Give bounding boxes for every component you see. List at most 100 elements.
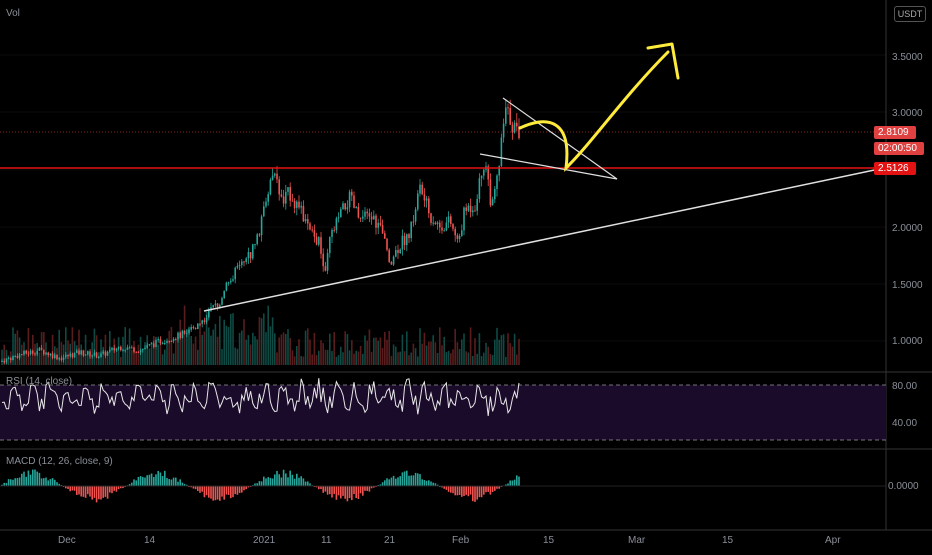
candle-body <box>269 179 272 195</box>
volume-bar <box>476 353 478 365</box>
price-pane-bg <box>0 0 886 372</box>
wedge-upper-line[interactable] <box>502 97 618 180</box>
candle-body <box>84 354 87 356</box>
volume-bar <box>205 311 208 365</box>
volume-bar <box>146 335 148 365</box>
macd-bar <box>73 486 76 491</box>
volume-bar <box>179 319 181 365</box>
volume-bar <box>513 333 516 365</box>
macd-bar <box>456 486 459 496</box>
projection-arrow[interactable] <box>518 50 670 173</box>
macd-bar <box>142 476 144 486</box>
candle-body <box>337 217 340 219</box>
candle-body <box>188 329 190 333</box>
macd-bar <box>335 486 338 500</box>
volume-bar <box>408 355 410 365</box>
candle-body <box>227 282 230 284</box>
volume-bar <box>221 348 223 365</box>
candle-body <box>401 235 404 250</box>
candle-body <box>502 123 505 138</box>
price-tick: 2.0000 <box>892 223 923 234</box>
macd-bar <box>36 471 38 486</box>
macd-bar <box>359 486 362 494</box>
volume-bar <box>7 355 10 365</box>
level-price-badge: 2.5126 <box>874 162 916 175</box>
candle-body <box>265 201 267 207</box>
currency-button[interactable]: USDT <box>894 6 926 22</box>
macd-bar <box>175 477 177 486</box>
volume-bar <box>282 332 285 365</box>
volume-bar <box>430 341 432 365</box>
candle-body <box>408 234 410 239</box>
macd-bar <box>434 483 437 486</box>
candle-body <box>194 327 197 329</box>
candle-body <box>425 198 428 201</box>
macd-bar <box>223 486 225 500</box>
candle-body <box>1 360 3 362</box>
volume-bar <box>230 313 232 365</box>
macd-bar <box>414 472 417 486</box>
candle-body <box>155 339 157 348</box>
macd-bar <box>100 486 102 500</box>
candle-body <box>135 351 137 353</box>
candle-body <box>183 331 186 334</box>
volume-bar <box>329 333 331 365</box>
volume-bar <box>296 345 298 365</box>
candle-body <box>498 165 500 176</box>
volume-bar <box>346 334 349 365</box>
macd-bar <box>227 486 230 495</box>
rsi-line <box>1 378 520 416</box>
macd-bar <box>210 486 212 499</box>
macd-bar <box>480 486 483 498</box>
candle-body <box>461 230 463 237</box>
macd-bar <box>49 479 52 486</box>
candle-body <box>168 340 170 342</box>
volume-bar <box>14 333 16 365</box>
volume-bar <box>390 355 393 365</box>
ascending-trendline[interactable] <box>203 167 885 312</box>
candle-body <box>452 223 454 229</box>
volume-bar <box>95 335 98 365</box>
candle-body <box>93 352 96 356</box>
macd-bar <box>498 486 500 489</box>
volume-bar <box>65 327 67 365</box>
candle-body <box>56 354 58 360</box>
macd-bar <box>221 486 223 497</box>
volume-bar <box>58 329 60 365</box>
macd-bar <box>386 478 388 486</box>
candle-body <box>357 206 360 218</box>
macd-bar <box>425 480 428 486</box>
candle-body <box>395 249 397 257</box>
candle-body <box>370 216 373 220</box>
volume-bar <box>271 317 274 365</box>
candle-body <box>280 194 283 197</box>
macd-bar <box>452 486 454 494</box>
macd-bar <box>82 486 85 497</box>
volume-bar <box>315 355 318 365</box>
wedge-lower-line[interactable] <box>479 153 618 180</box>
volume-bar <box>403 351 406 365</box>
volume-bar <box>491 355 494 365</box>
macd-bar <box>150 473 153 486</box>
volume-bar <box>443 336 445 365</box>
macd-bar <box>159 472 162 486</box>
macd-bar <box>166 477 168 486</box>
macd-bar <box>216 486 219 500</box>
volume-bar <box>335 356 338 365</box>
volume-bar <box>434 342 437 365</box>
volume-bar <box>5 349 8 365</box>
volume-bar <box>175 340 177 365</box>
candle-body <box>353 195 355 208</box>
candle-body <box>351 191 353 196</box>
macd-bar <box>135 480 137 486</box>
macd-bar <box>388 479 390 486</box>
candle-body <box>179 332 181 338</box>
macd-bar <box>225 486 228 495</box>
macd-bar <box>513 479 516 486</box>
volume-bar <box>78 329 80 365</box>
volume-bar <box>496 327 498 365</box>
macd-bar <box>192 486 195 489</box>
candle-body <box>287 187 289 192</box>
